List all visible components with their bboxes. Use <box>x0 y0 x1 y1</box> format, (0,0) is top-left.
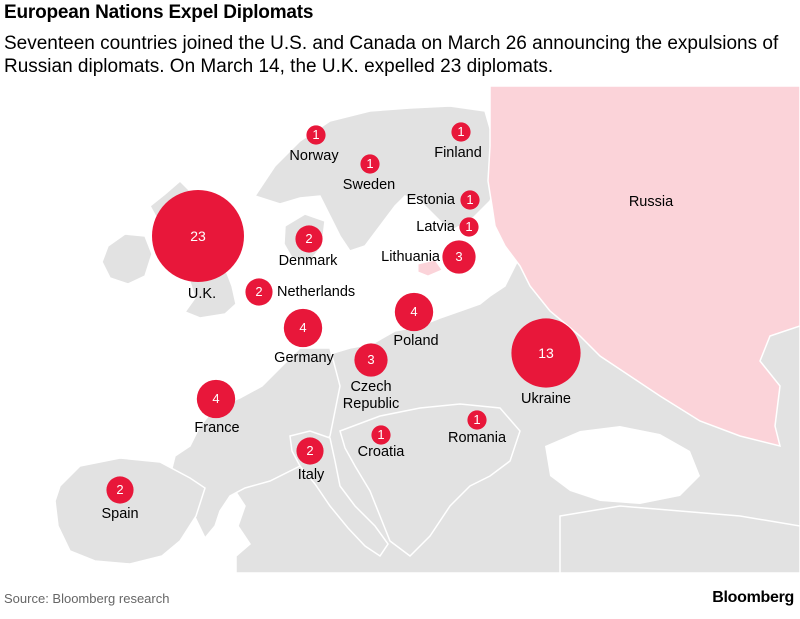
bubble-denmark <box>295 225 323 253</box>
bubble-norway <box>306 125 326 145</box>
country-label-romania: Romania <box>447 430 507 446</box>
country-label-france: France <box>194 420 240 436</box>
bubble-number-france: 4 <box>212 391 220 406</box>
bubble-number-netherlands: 2 <box>255 284 263 299</box>
country-label-norway: Norway <box>289 148 339 164</box>
country-label-estonia: Estonia <box>406 192 455 208</box>
bubble-number-spain: 2 <box>116 482 124 497</box>
bubble-number-norway: 1 <box>312 127 320 142</box>
bubble-number-germany: 4 <box>299 320 307 335</box>
bubble-italy <box>296 437 324 465</box>
land-continent-west <box>169 347 341 540</box>
bubble-number-italy: 2 <box>306 443 314 458</box>
country-label-ukraine: Ukraine <box>521 391 571 407</box>
country-label-finland: Finland <box>434 145 482 161</box>
bubble-croatia <box>371 425 391 445</box>
country-label-uk: U.K. <box>187 286 217 302</box>
land-ireland <box>101 233 153 285</box>
bubble-spain <box>106 476 134 504</box>
country-label-italy: Italy <box>297 467 325 483</box>
bubble-netherlands <box>245 278 273 306</box>
bubble-number-ukraine: 13 <box>538 345 554 361</box>
bubble-lithuania <box>442 240 476 274</box>
bubble-finland <box>451 122 471 142</box>
bubble-number-poland: 4 <box>410 304 418 319</box>
bubble-france <box>196 379 236 419</box>
country-label-poland: Poland <box>393 333 439 349</box>
black-sea <box>545 426 700 504</box>
bloomberg-logo: Bloomberg <box>712 589 794 606</box>
bubble-poland <box>394 292 434 332</box>
chart-title: European Nations Expel Diplomats <box>4 2 314 23</box>
chart-subtitle: Seventeen countries joined the U.S. and … <box>4 33 779 77</box>
bubble-latvia <box>459 217 479 237</box>
country-label-sweden: Sweden <box>342 177 396 193</box>
europe-map: Russia 1 Norway 1 Finland 1 Sweden 1 Est… <box>0 86 800 573</box>
kaliningrad-shape <box>417 259 443 277</box>
country-label-netherlands: Netherlands <box>277 284 356 300</box>
bubble-sweden <box>360 154 380 174</box>
bubble-romania <box>467 410 487 430</box>
source-note: Source: Bloomberg research <box>4 591 170 606</box>
bubble-number-czech-republic: 3 <box>367 352 375 367</box>
country-label-czech-republic: Czech Republic <box>342 379 400 412</box>
bubble-number-lithuania: 3 <box>455 249 463 264</box>
land-turkey <box>559 505 800 573</box>
country-label-denmark: Denmark <box>278 253 338 269</box>
bubble-czech-republic <box>354 343 388 377</box>
bubble-number-romania: 1 <box>473 412 481 427</box>
bubble-number-estonia: 1 <box>466 192 474 207</box>
russia-shape <box>487 86 800 448</box>
country-label-latvia: Latvia <box>416 219 455 235</box>
bubble-number-denmark: 2 <box>305 231 313 246</box>
bubble-number-finland: 1 <box>457 124 465 139</box>
russia-label: Russia <box>628 194 674 210</box>
bubble-number-latvia: 1 <box>465 219 473 234</box>
bubble-u-k <box>152 190 244 282</box>
land-iberia <box>54 457 206 565</box>
bubble-number-croatia: 1 <box>377 427 385 442</box>
bubble-number-sweden: 1 <box>366 156 374 171</box>
map-shapes <box>54 86 800 573</box>
bubble-layer <box>106 122 581 504</box>
country-label-germany: Germany <box>274 350 334 366</box>
bubble-number-uk: 23 <box>190 228 206 244</box>
bubble-estonia <box>460 190 480 210</box>
bubble-germany <box>283 308 323 348</box>
country-label-spain: Spain <box>101 506 139 522</box>
country-label-lithuania: Lithuania <box>381 249 440 265</box>
bubble-ukraine <box>511 318 581 388</box>
country-label-croatia: Croatia <box>357 444 405 460</box>
